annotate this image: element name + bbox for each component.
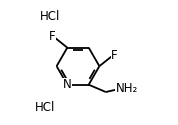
Text: N: N — [63, 78, 72, 91]
Text: HCl: HCl — [35, 101, 55, 114]
Text: F: F — [49, 30, 55, 43]
Text: F: F — [111, 49, 118, 62]
Text: NH₂: NH₂ — [116, 82, 138, 95]
Text: HCl: HCl — [40, 10, 60, 22]
